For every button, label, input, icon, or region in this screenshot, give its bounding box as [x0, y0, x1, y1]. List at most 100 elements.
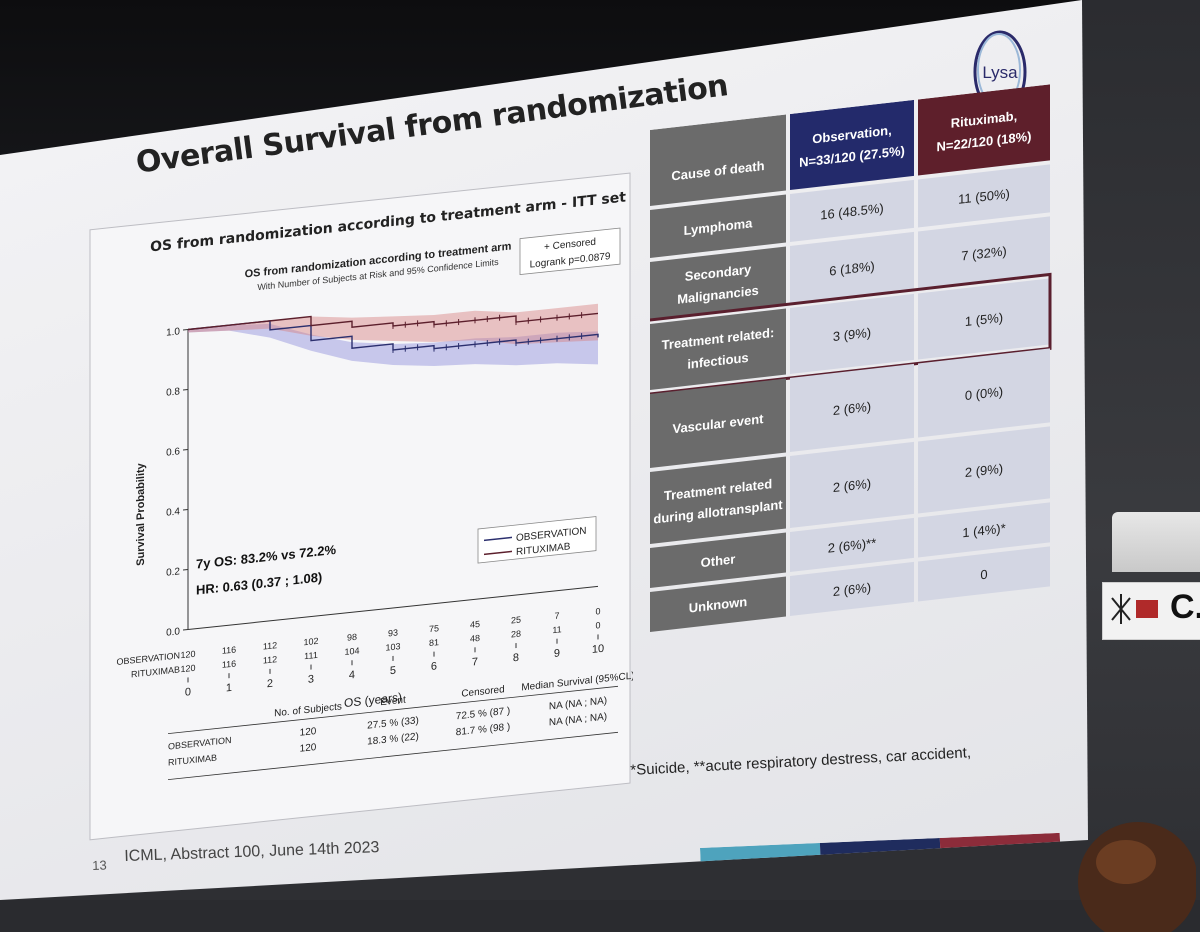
legend-box-logrank [519, 227, 621, 276]
x-tick-label: 1 [226, 682, 232, 695]
chart-border [89, 172, 631, 841]
at-risk-value: 116 [222, 658, 236, 669]
observation-value: 2 (6%) [833, 476, 871, 495]
observation-value: 2 (6%) [833, 399, 871, 418]
rituximab-cell [918, 164, 1050, 228]
observation-cell [790, 441, 914, 529]
observation-cell [790, 231, 914, 305]
cause-cell [650, 194, 786, 258]
censored-label: + Censored [544, 237, 596, 253]
legend-swatch-rituximab [484, 550, 512, 556]
header-observation-cell [790, 99, 914, 191]
cause-cell [650, 308, 786, 390]
summary-header: Event [380, 695, 406, 709]
summary-cell: 27.5 % (33) [367, 715, 419, 731]
y-tick-mark [183, 568, 188, 571]
y-tick-mark [183, 328, 188, 331]
summary-cell: 18.3 % (22) [367, 731, 419, 747]
cause-cell [650, 532, 786, 589]
room-wall [1080, 0, 1200, 900]
rituximab-value: 0 (0%) [965, 384, 1003, 403]
cause-label: Other [701, 551, 736, 570]
cause-cell [650, 576, 786, 633]
observation-cell [790, 561, 914, 617]
page-number: 13 [92, 857, 107, 873]
x-tick-label: 6 [431, 660, 437, 673]
y-tick-mark [183, 388, 188, 391]
y-tick-mark [183, 508, 188, 511]
observation-value: 6 (18%) [829, 258, 874, 278]
at-risk-value: 45 [470, 619, 480, 630]
rituximab-cell [918, 546, 1050, 602]
lectern [1112, 512, 1200, 572]
cause-of-death-table: Cause of death Observation, N=33/120 (27.5… [650, 83, 1060, 750]
rituximab-value: 2 (9%) [965, 461, 1003, 480]
summary-rule-bottom [168, 731, 618, 780]
y-tick-label: 0.8 [166, 386, 180, 398]
observation-cell [790, 517, 914, 573]
rituximab-cell [918, 502, 1050, 558]
y-tick-label: 0.4 [166, 506, 180, 518]
y-tick-label: 1.0 [166, 326, 180, 338]
at-risk-value: 111 [304, 650, 318, 661]
header-rituximab-cell [918, 84, 1050, 176]
logo-text: Lysa [982, 63, 1018, 82]
x-tick-label: 9 [554, 647, 560, 660]
observation-value: 2 (6%) [833, 580, 871, 599]
observation-cell [790, 179, 914, 243]
observation-value: 16 (48.5%) [820, 200, 884, 222]
rituximab-cell [918, 216, 1050, 290]
x-tick-label: 10 [592, 643, 604, 656]
rituximab-cell [918, 278, 1050, 360]
at-risk-value: 98 [347, 632, 357, 643]
summary-cell: 120 [300, 726, 317, 739]
x-axis-line [188, 585, 598, 630]
at-risk-value: 48 [470, 633, 480, 644]
y-tick-label: 0.2 [166, 566, 180, 578]
rituximab-value: 11 (50%) [958, 186, 1010, 207]
rituximab-value: 0 [980, 567, 987, 583]
survival-chart-panel: OS from randomization according to treat… [88, 143, 633, 841]
at-risk-value: 104 [344, 645, 359, 657]
y-tick-mark [183, 448, 188, 451]
audience-head [1078, 822, 1196, 932]
cause-cell [650, 378, 786, 468]
at-risk-value: 75 [429, 623, 439, 634]
y-tick-label: 0.0 [166, 626, 180, 638]
badge-text: C. [1170, 588, 1200, 626]
at-risk-value: 25 [511, 615, 521, 626]
rituximab-cell [918, 348, 1050, 438]
at-risk-value: 120 [180, 649, 195, 661]
x-tick-label: 5 [390, 665, 396, 678]
y-tick-mark [183, 628, 188, 631]
observation-value: 3 (9%) [833, 325, 871, 344]
badge-logo-icon [1111, 594, 1158, 624]
x-tick-label: 8 [513, 652, 519, 665]
at-risk-value: 102 [303, 636, 318, 648]
observation-cell [790, 293, 914, 375]
at-risk-value: 120 [180, 663, 195, 675]
summary-cell: 120 [300, 742, 317, 755]
at-risk-value: 0 [595, 606, 600, 616]
x-tick-label: 7 [472, 656, 478, 669]
at-risk-value: 11 [552, 624, 561, 635]
at-risk-value: 81 [429, 637, 439, 648]
y-tick-label: 0.6 [166, 446, 180, 458]
rituximab-cell [918, 426, 1050, 514]
legend-swatch-observation [484, 536, 512, 542]
at-risk-value: 93 [388, 627, 398, 638]
cause-cell [650, 246, 786, 320]
x-axis-label: OS (years) [344, 690, 402, 710]
at-risk-value: 7 [554, 610, 559, 620]
header-cause-cell [650, 114, 786, 206]
x-tick-label: 4 [349, 669, 355, 682]
at-risk-value: 28 [511, 629, 521, 640]
cause-label: infectious [687, 350, 748, 372]
observation-cell [790, 363, 914, 453]
summary-header: Censored [461, 684, 504, 700]
rituximab-value: 1 (5%) [965, 310, 1003, 329]
summary-rule-top [168, 685, 618, 734]
survival-chart: OS from randomization according to treat… [89, 172, 633, 841]
observation-value: 2 (6%)** [828, 535, 876, 555]
